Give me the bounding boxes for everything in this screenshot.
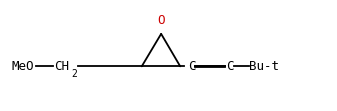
Text: 2: 2 [71, 69, 77, 79]
Text: C: C [189, 60, 196, 73]
Text: C: C [226, 60, 234, 73]
Text: O: O [157, 14, 165, 27]
Text: CH: CH [54, 60, 69, 73]
Text: Bu-t: Bu-t [249, 60, 279, 73]
Text: MeO: MeO [11, 60, 34, 73]
